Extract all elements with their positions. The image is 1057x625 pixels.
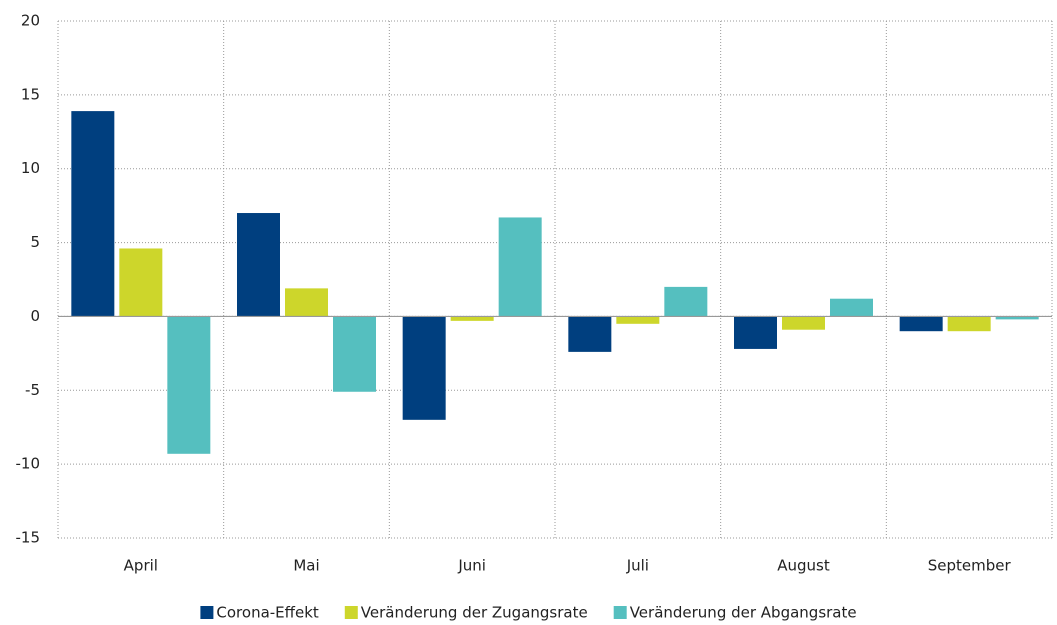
legend-swatch — [344, 606, 358, 619]
legend: Corona-Effekt Veränderung der Zugangsrate… — [200, 604, 857, 622]
bar — [899, 316, 943, 332]
bar — [285, 288, 328, 317]
legend-label: Corona-Effekt — [216, 604, 319, 622]
bar — [237, 213, 280, 317]
bar — [450, 316, 494, 321]
bar — [616, 316, 660, 324]
bar — [402, 316, 446, 420]
y-tick-label: -15 — [16, 529, 41, 547]
legend-item: Veränderung der Zugangsrate — [344, 604, 588, 622]
legend-swatch — [613, 606, 627, 619]
x-tick-label: Juni — [457, 557, 486, 575]
legend-item: Veränderung der Abgangsrate — [613, 604, 857, 622]
x-tick-label: September — [928, 557, 1012, 575]
legend-swatch — [200, 606, 214, 619]
legend-label: Veränderung der Abgangsrate — [630, 604, 857, 622]
bar — [664, 286, 708, 317]
y-tick-label: 15 — [21, 85, 40, 103]
bar — [568, 316, 612, 352]
y-tick-label: 5 — [30, 233, 40, 251]
bar — [995, 316, 1039, 320]
x-tick-label: Juli — [626, 557, 649, 575]
bar — [830, 298, 873, 317]
y-tick-label: 10 — [21, 159, 40, 177]
bar — [167, 316, 211, 454]
bar — [782, 316, 825, 330]
bar — [734, 316, 777, 349]
y-tick-label: 0 — [30, 307, 40, 325]
bar — [333, 316, 376, 392]
x-tick-label: August — [777, 557, 830, 575]
legend-item: Corona-Effekt — [200, 604, 319, 622]
y-tick-label: 20 — [21, 12, 40, 30]
bar — [71, 111, 115, 317]
y-tick-label: -5 — [25, 381, 40, 399]
y-tick-label: -10 — [16, 455, 41, 473]
x-tick-label: Mai — [293, 557, 319, 575]
legend-label: Veränderung der Zugangsrate — [361, 604, 588, 622]
bar — [498, 217, 542, 317]
bar — [119, 248, 163, 317]
bar — [947, 316, 991, 332]
x-tick-label: April — [124, 557, 158, 575]
